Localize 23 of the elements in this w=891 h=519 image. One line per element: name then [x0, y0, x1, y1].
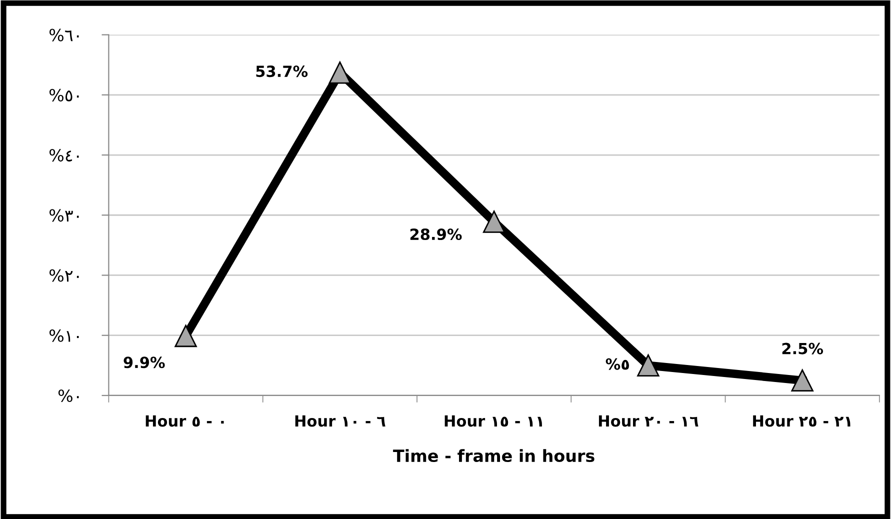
- y-tick-label: %٦٠: [49, 28, 79, 42]
- y-tick-label: %٠: [58, 389, 79, 402]
- data-label: 9.9%: [124, 356, 165, 368]
- x-axis-title: Time - frame in hours: [393, 449, 594, 462]
- point: [174, 324, 197, 348]
- data-label: 53.7%: [256, 66, 308, 78]
- y-tick-label: %٢٠: [49, 269, 79, 282]
- x-tick-label: Hour ٥ - ٠: [146, 415, 224, 427]
- point: [482, 210, 506, 233]
- x-tick-label: Hour ١٥ - ١١: [444, 415, 542, 427]
- point: [791, 369, 814, 392]
- y-tick-label: %٤٠: [49, 148, 79, 162]
- y-tick-label: %١٠: [49, 329, 79, 342]
- y-tick-label: %٣٠: [49, 209, 79, 222]
- point: [637, 354, 660, 377]
- data-label: 28.9%: [410, 228, 462, 240]
- data-label: %٥: [606, 358, 629, 370]
- x-tick-label: Hour ٢٠ - ١٦: [598, 415, 698, 427]
- x-tick-label: Hour ١٠ - ٦: [295, 415, 386, 427]
- y-tick-label: %٥٠: [49, 88, 79, 102]
- point: [328, 62, 352, 84]
- data-label: 2.5%: [782, 342, 824, 354]
- x-tick-label: Hour ٢٥ - ٢١: [753, 415, 850, 427]
